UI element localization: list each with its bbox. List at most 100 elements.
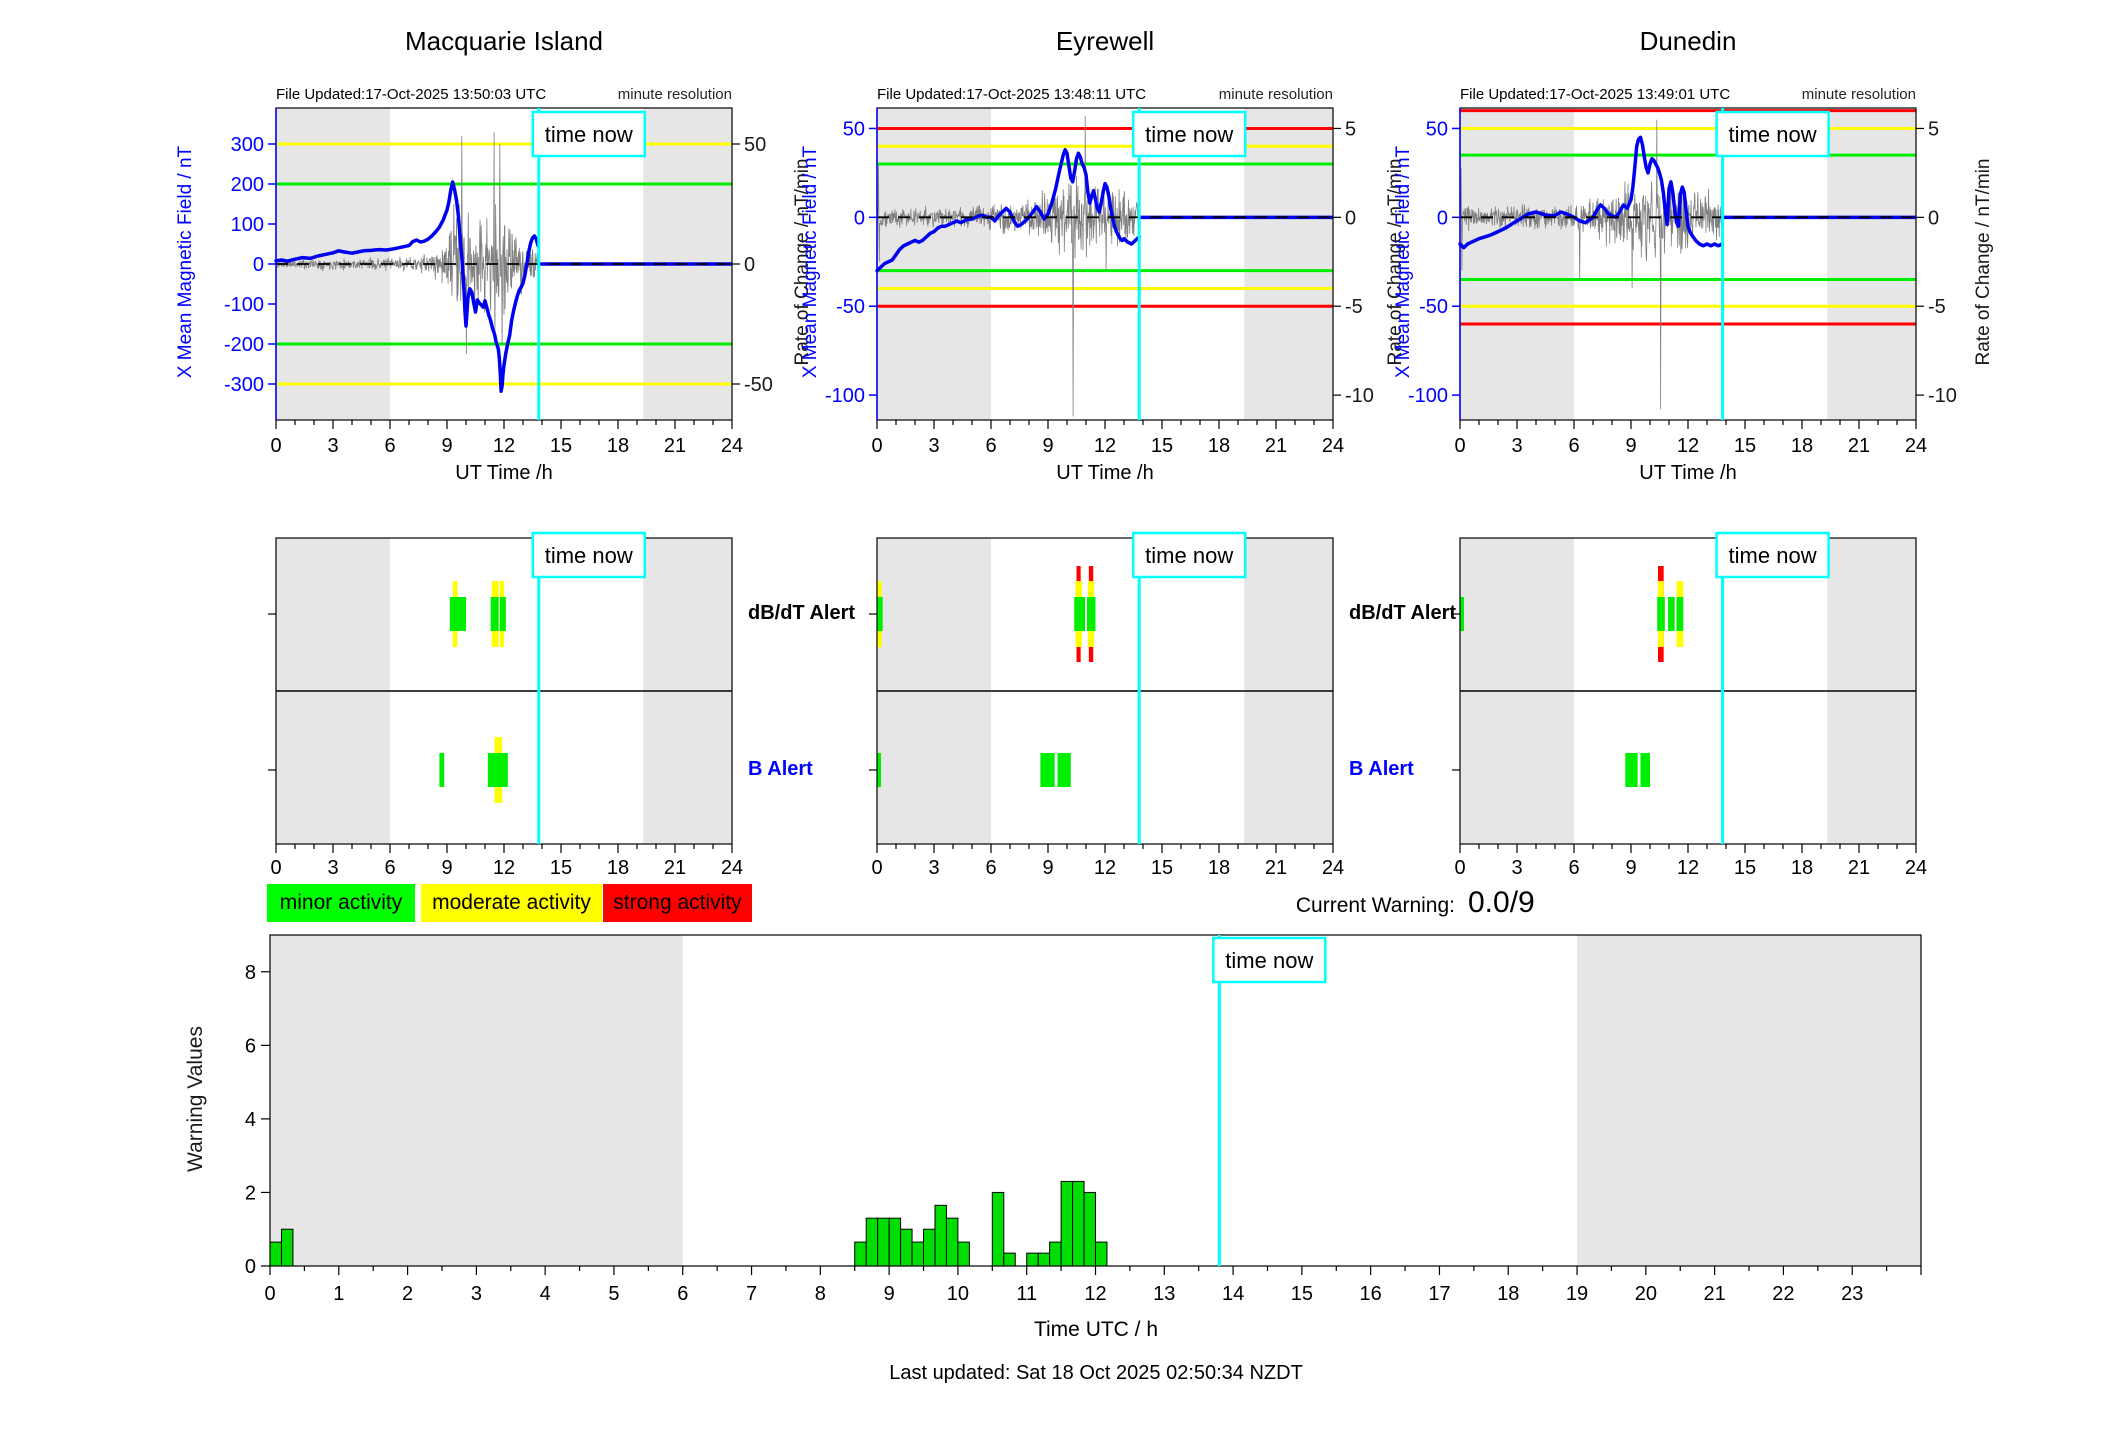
x-tick-label: 15 [1291, 1283, 1313, 1305]
time-now-label: time now [1225, 948, 1313, 973]
dbdt-alert-label-2: dB/dT Alert [1349, 602, 1457, 624]
alert-bar-minor [490, 597, 499, 631]
x-tick-label: 12 [1094, 857, 1116, 879]
x-tick-label: 18 [1497, 1283, 1519, 1305]
x-tick-label: 15 [550, 857, 572, 879]
y-tick-label-left: -300 [224, 374, 264, 396]
shaded-region [877, 108, 991, 420]
x-tick-label: 23 [1841, 1283, 1863, 1305]
alert-bar-minor [1676, 597, 1684, 631]
warning-bar [854, 1241, 867, 1267]
time-now-label: time now [1729, 543, 1817, 568]
x-tick-label: 9 [441, 857, 452, 879]
warning-bar [1072, 1180, 1085, 1267]
y-tick-label-left: 50 [1426, 118, 1448, 140]
y-tick-label: 0 [245, 1256, 256, 1278]
x-tick-label: 12 [1084, 1283, 1106, 1305]
time-now-box [1715, 531, 1830, 579]
minute-resolution-label-1: minute resolution [617, 86, 732, 103]
y-tick-label-right: 0 [744, 254, 755, 276]
x-tick-label: 21 [1848, 857, 1870, 879]
x-tick-label: 24 [1905, 857, 1927, 879]
x-tick-label: 5 [608, 1283, 619, 1305]
file-updated-eyrewell: File Updated:17-Oct-2025 13:48:11 UTC [877, 86, 1147, 103]
mean-field-line [274, 180, 540, 393]
x-tick-label: 15 [1734, 435, 1756, 457]
time-now-box [1212, 936, 1327, 984]
yaxis-left-title-3: X Mean Magnetic Field / nT [1393, 145, 1414, 379]
x-tick-label: 0 [1454, 857, 1465, 879]
y-tick-label-right: -5 [1928, 296, 1946, 318]
warning-bar [877, 1217, 890, 1267]
x-tick-label: 12 [1677, 857, 1699, 879]
x-tick-label: 6 [1568, 435, 1579, 457]
x-tick-label: 21 [1265, 857, 1287, 879]
alert-bar-minor [1460, 597, 1464, 631]
b-alert-label-2: B Alert [1349, 758, 1414, 780]
x-tick-label: 0 [871, 857, 882, 879]
alert-bar-minor [1057, 753, 1071, 787]
alert-bar-minor [1657, 597, 1665, 631]
x-tick-label: 4 [540, 1283, 551, 1305]
x-tick-label: 24 [721, 435, 743, 457]
x-tick-label: 18 [607, 857, 629, 879]
x-tick-label: 19 [1566, 1283, 1588, 1305]
time-now-label: time now [545, 543, 633, 568]
y-tick-label-left: 0 [854, 207, 865, 229]
x-tick-label: 7 [746, 1283, 757, 1305]
chart-title-macquarie: Macquarie Island [405, 26, 603, 56]
x-tick-label: 22 [1772, 1283, 1794, 1305]
time-now-label: time now [545, 122, 633, 147]
y-tick-label-left: -50 [836, 296, 865, 318]
x-tick-label: 9 [1625, 857, 1636, 879]
warning-bar [991, 1191, 1005, 1267]
x-tick-label: 12 [493, 435, 515, 457]
warning-bar [945, 1217, 959, 1267]
x-tick-label: 0 [270, 435, 281, 457]
b-alert-label-1: B Alert [748, 758, 813, 780]
x-tick-label: 3 [1511, 857, 1522, 879]
time-now-label: time now [1729, 122, 1817, 147]
x-tick-label: 0 [871, 435, 882, 457]
x-tick-label: 13 [1153, 1283, 1175, 1305]
x-tick-label: 6 [384, 435, 395, 457]
x-tick-label: 3 [928, 435, 939, 457]
warning-bar [280, 1228, 294, 1267]
shaded-region [1827, 108, 1916, 420]
time-now-label: time now [1145, 122, 1233, 147]
last-updated-text: Last updated: Sat 18 Oct 2025 02:50:34 N… [889, 1362, 1303, 1384]
x-tick-label: 3 [928, 857, 939, 879]
y-tick-label-left: 300 [231, 134, 264, 156]
time-now-box [531, 531, 647, 579]
alert-bar-minor [499, 597, 506, 631]
x-tick-label: 3 [327, 857, 338, 879]
time-now-box [1131, 531, 1247, 579]
x-tick-label: 2 [402, 1283, 413, 1305]
x-tick-label: 24 [1322, 435, 1344, 457]
x-tick-label: 14 [1222, 1283, 1244, 1305]
alert-bar-minor [877, 597, 883, 631]
file-updated-macquarie: File Updated:17-Oct-2025 13:50:03 UTC [276, 86, 547, 103]
x-tick-label: 6 [985, 857, 996, 879]
warning-bar [888, 1217, 902, 1267]
yaxis-left-title-1: X Mean Magnetic Field / nT [175, 145, 196, 379]
x-tick-label: 24 [1905, 435, 1927, 457]
legend-minor-activity: minor activity [267, 884, 415, 922]
alert-bar-minor [1640, 753, 1650, 787]
warning-bar [1049, 1241, 1062, 1267]
shaded-region [1460, 108, 1574, 420]
x-tick-label: 9 [1042, 857, 1053, 879]
x-tick-label: 3 [327, 435, 338, 457]
xaxis-title-2: UT Time /h [1056, 462, 1154, 484]
alert-bar-minor [449, 597, 466, 631]
y-tick-label-right: 0 [1928, 207, 1939, 229]
x-tick-label: 9 [1042, 435, 1053, 457]
x-tick-label: 3 [1511, 435, 1522, 457]
x-tick-label: 24 [1322, 857, 1344, 879]
minute-resolution-label-3: minute resolution [1801, 86, 1916, 103]
x-tick-label: 0 [264, 1283, 275, 1305]
alert-bar-minor [877, 753, 881, 787]
x-tick-label: 18 [1208, 857, 1230, 879]
